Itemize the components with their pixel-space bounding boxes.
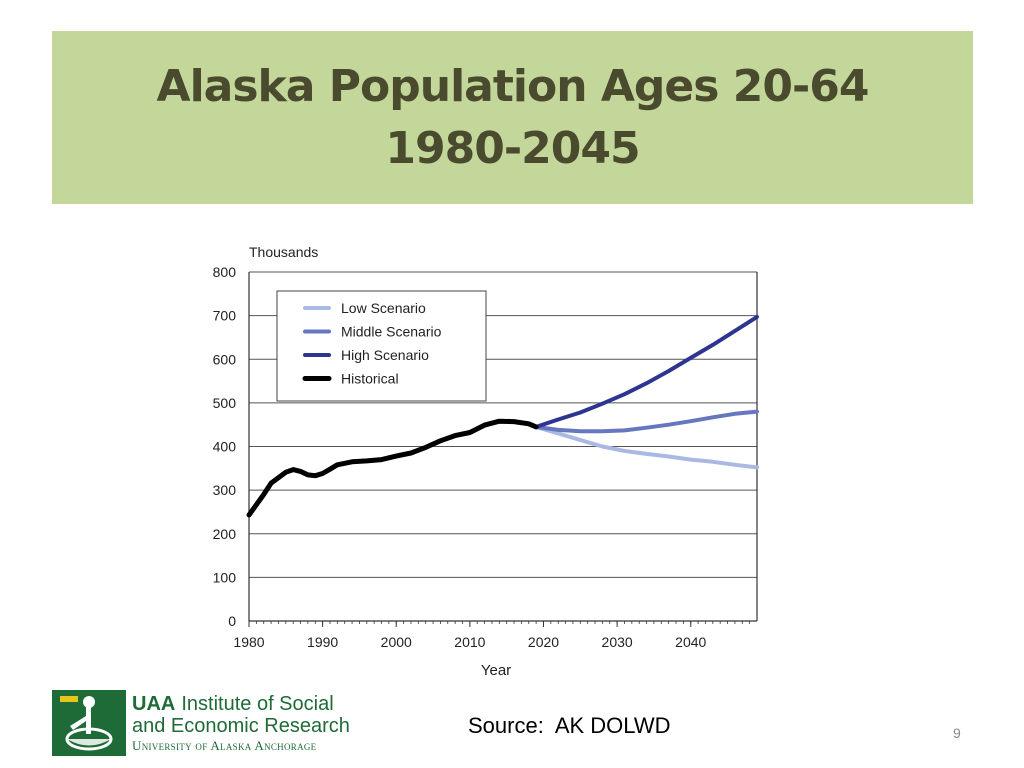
source-note: Source: AK DOLWD	[468, 713, 671, 738]
logo-institute-name: Institute of Social	[181, 693, 334, 715]
title-banner: Alaska Population Ages 20-64 1980-2045	[52, 31, 973, 204]
y-tick-label: 200	[213, 526, 237, 542]
population-line-chart: 0 100 200 300 400 500 600 700 800 1980 1990 2000 201…	[213, 244, 759, 679]
slide-title-line-2: 1980-2045	[385, 122, 640, 174]
legend-label: Middle Scenario	[341, 324, 442, 340]
page-number: 9	[953, 725, 961, 741]
y-tick-label: 500	[213, 395, 237, 411]
series-line-historical	[246, 418, 539, 518]
y-tick-label: 800	[213, 264, 237, 280]
y-tick-label: 700	[213, 308, 237, 324]
series-line-middle-scenario	[534, 409, 759, 434]
x-tick-label: 2000	[381, 634, 412, 650]
x-tick-label: 2020	[528, 634, 559, 650]
x-axis-label: Year	[481, 662, 511, 679]
legend-label: Low Scenario	[341, 300, 426, 316]
logo-emblem-icon	[52, 690, 126, 756]
y-tick-label: 400	[213, 439, 237, 455]
y-tick-label: 300	[213, 482, 237, 498]
axes: 0 100 200 300 400 500 600 700 800 1980 1990 2000 201…	[213, 264, 758, 650]
legend-label: Historical	[341, 371, 399, 387]
slide-title-line-1: Alaska Population Ages 20-64	[156, 60, 870, 112]
series-lines	[246, 314, 759, 518]
isei-logo: UAA Institute of Social and Economic Rese…	[52, 690, 352, 756]
x-tick-label: 2010	[454, 634, 485, 650]
legend: Low Scenario Middle Scenario High Scenario…	[276, 290, 487, 402]
logo-line-2: and Economic Research	[132, 715, 350, 737]
series-line-high-scenario	[534, 314, 759, 429]
x-tick-label: 1980	[233, 634, 264, 650]
x-tick-label: 1990	[307, 634, 338, 650]
y-tick-label: 600	[213, 351, 237, 367]
y-axis-label: Thousands	[249, 244, 318, 260]
series-line-low-scenario	[534, 424, 759, 470]
logo-line-1: UAA Institute of Social	[132, 693, 334, 716]
y-tick-label: 0	[228, 613, 236, 629]
x-tick-label: 2030	[602, 634, 633, 650]
legend-label: High Scenario	[341, 347, 429, 363]
x-tick-label: 2040	[675, 634, 706, 650]
logo-uaa: UAA	[132, 693, 176, 715]
y-tick-label: 100	[213, 569, 237, 585]
logo-line-3: University of Alaska Anchorage	[132, 738, 317, 753]
